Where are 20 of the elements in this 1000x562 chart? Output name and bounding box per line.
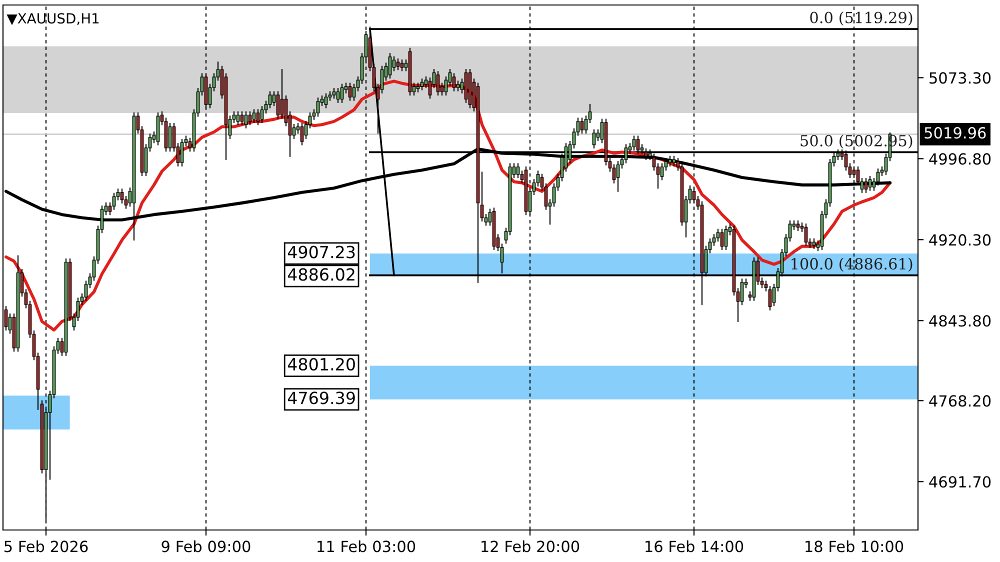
x-tick-label: 11 Feb 03:00 bbox=[318, 540, 416, 552]
annotation: 4769.39 bbox=[288, 392, 355, 404]
y-tick-label: 5073.30 bbox=[930, 72, 991, 84]
y-tick-label: 4768.20 bbox=[929, 395, 991, 407]
annotation: 4907.23 bbox=[288, 246, 355, 258]
y-tick-label: 4691.70 bbox=[929, 476, 991, 488]
x-tick-label: 5 Feb 2026 bbox=[4, 540, 88, 552]
y-tick-label: 4996.80 bbox=[929, 153, 991, 165]
ref-line-label: 5019.96 bbox=[924, 127, 986, 139]
y-tick-label: 4843.80 bbox=[929, 315, 991, 327]
annotation: 4801.20 bbox=[288, 358, 355, 371]
ref-line-label: 0.0 (5119.29) bbox=[810, 11, 912, 26]
x-tick-label: 18 Feb 10:00 bbox=[806, 540, 904, 552]
x-tick-label: 12 Feb 20:00 bbox=[482, 540, 580, 552]
annotation: 4886.02 bbox=[288, 268, 354, 281]
x-tick-label: 9 Feb 09:00 bbox=[162, 540, 250, 552]
ref-line-label: 100.0 (4886.61) bbox=[792, 258, 912, 272]
x-tick-label: 16 Feb 14:00 bbox=[646, 540, 744, 552]
text: ▼XAUUSD,H1 bbox=[6, 13, 99, 26]
y-tick-label: 4920.30 bbox=[929, 234, 991, 246]
